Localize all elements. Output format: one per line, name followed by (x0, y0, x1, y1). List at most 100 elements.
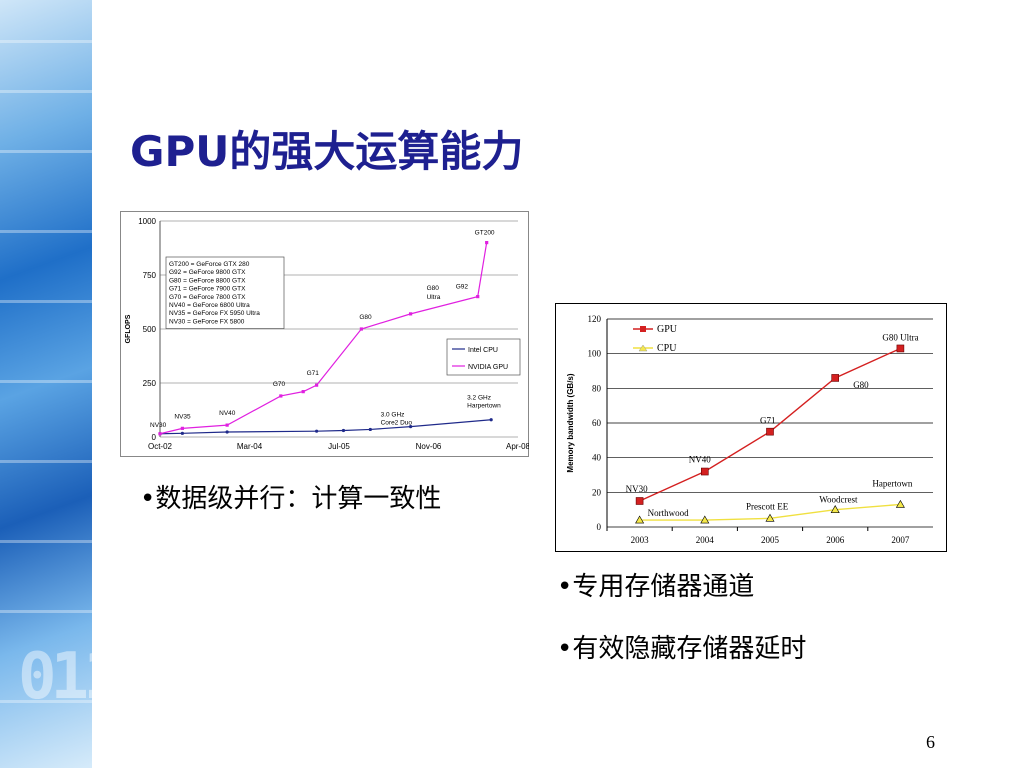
cpu-point-label: Northwood (648, 508, 689, 518)
gpu-key-legend-entry: NV30 = GeForce FX 5800 (169, 318, 245, 325)
y-tick-label: 20 (592, 487, 602, 497)
x-tick-label: 2007 (891, 535, 910, 545)
gpu-point (476, 295, 480, 299)
page-number: 6 (926, 732, 935, 752)
point-annotation: 3.2 GHz (467, 395, 491, 402)
bullet-latency-hiding: •有效隐藏存储器延时 (557, 634, 807, 664)
gpu-key-legend-entry: NV35 = GeForce FX 5950 Ultra (169, 310, 260, 317)
bullet-memory-channel: •专用存储器通道 (557, 572, 755, 602)
gpu-point (180, 426, 184, 430)
bandwidth-chart: 0 20 40 60 80 100 120 2003 2004 2005 2006 2007 Memor… (555, 303, 947, 552)
gpu-key-legend-box (165, 256, 285, 329)
point-annotation: GT200 (475, 230, 495, 237)
gpu-key-legend-entry: G71 = GeForce 7900 GTX (169, 286, 246, 293)
cpu-point (341, 428, 346, 433)
gpu-point (766, 427, 774, 436)
y-tick-label: 0 (597, 522, 602, 532)
y-tick-label: 1000 (138, 217, 156, 226)
x-tick-label: 2005 (761, 535, 780, 545)
legend-marker (640, 326, 646, 332)
y-tick-label: 100 (588, 349, 602, 359)
gpu-point (301, 390, 305, 394)
chart-frame (120, 211, 529, 457)
cpu-point (225, 430, 229, 434)
gpu-point (701, 467, 709, 476)
x-tick-label: Jul-05 (328, 442, 350, 451)
point-annotation: 3.0 GHz (381, 412, 405, 419)
point-annotation: Ultra (427, 294, 441, 301)
y-tick-label: 40 (592, 453, 602, 463)
series-line-0 (159, 419, 492, 435)
gpu-point (315, 383, 319, 387)
gpu-key-legend-entry: G80 = GeForce 8800 GTX (169, 277, 246, 284)
legend-marker (638, 344, 648, 352)
gpu-point (279, 394, 283, 398)
cpu-point (895, 499, 905, 508)
cpu-point (830, 505, 840, 513)
gpu-point (158, 432, 162, 436)
cpu-point (700, 515, 710, 524)
legend-label: CPU (657, 343, 677, 354)
legend-label: NVIDIA GPU (468, 364, 508, 371)
point-annotation: Harpertown (467, 403, 501, 410)
y-tick-label: 500 (143, 325, 157, 334)
series-legend-box (446, 338, 521, 376)
bullet-data-parallel: •数据级并行：计算一致性 (140, 484, 442, 514)
bandwidth-chart-svg: 0 20 40 60 80 100 120 2003 2004 2005 2006 2007 Memor… (555, 303, 947, 552)
gflops-chart: 0 250 500 750 1000 Oct-02 Mar-04 Jul-05 Nov-06 Ap… (120, 211, 531, 457)
chart-frame (555, 303, 947, 552)
gflops-chart-svg: 0 250 500 750 1000 Oct-02 Mar-04 Jul-05 Nov-06 Ap… (120, 211, 531, 457)
y-tick-label: 750 (143, 271, 157, 280)
gpu-point-label: NV30 (626, 484, 648, 494)
gpu-point-label: G71 (760, 416, 776, 426)
gpu-point (359, 327, 363, 331)
gpu-point (225, 423, 229, 427)
x-tick-label: 2004 (696, 535, 715, 545)
y-tick-label: 250 (143, 379, 157, 388)
point-annotation: Core2 Duo (381, 420, 413, 427)
y-tick-label: 120 (588, 314, 602, 324)
cpu-point-label: Woodcrest (819, 495, 858, 505)
gpu-point (831, 374, 840, 382)
point-annotation: G70 (273, 381, 286, 388)
x-tick-label: 2006 (826, 535, 845, 545)
gpu-point (896, 344, 905, 353)
binary-digits-decoration: 011 (18, 640, 92, 714)
cpu-point (409, 425, 413, 429)
gpu-key-legend-entry: NV40 = GeForce 6800 Ultra (169, 302, 250, 309)
y-tick-label: 80 (592, 383, 602, 393)
point-annotation: NV30 (150, 422, 167, 429)
point-annotation: G71 (307, 370, 320, 377)
point-annotation: NV40 (219, 410, 236, 417)
cpu-point (765, 513, 775, 522)
cpu-point (635, 515, 645, 524)
gpu-point (409, 312, 413, 316)
cpu-point-label: Hapertown (872, 478, 912, 488)
gpu-point-label: G80 (853, 380, 869, 390)
cpu-point (489, 418, 493, 422)
decorative-side-band: 011 (0, 0, 92, 768)
slide-title: GPU的强大运算能力 (130, 127, 524, 176)
cpu-point (315, 429, 319, 433)
cpu-point-label: Prescott EE (746, 501, 789, 511)
legend-label: GPU (657, 324, 678, 335)
gpu-point-label: NV40 (689, 455, 711, 465)
y-axis-label: Memory bandwidth (GB/s) (566, 373, 575, 472)
point-annotation: NV35 (174, 413, 191, 420)
point-annotation: G92 (456, 284, 469, 291)
x-tick-label: Apr-08 (506, 442, 529, 451)
cpu-point (368, 427, 372, 432)
y-axis-label: GFLOPS (125, 314, 132, 343)
legend-label: Intel CPU (468, 347, 498, 354)
cpu-point (180, 431, 184, 435)
point-annotation: G80 (427, 285, 440, 292)
gpu-point-label: G80 Ultra (882, 332, 918, 342)
y-tick-label: 0 (152, 433, 157, 442)
x-tick-label: Mar-04 (237, 442, 263, 451)
gpu-point (635, 497, 644, 505)
gpu-point (485, 241, 489, 245)
gpu-key-legend-entry: G92 = GeForce 9800 GTX (169, 269, 246, 276)
gpu-key-legend-entry: GT200 = GeForce GTX 280 (169, 261, 250, 268)
x-tick-label: Oct-02 (148, 442, 173, 451)
x-tick-label: 2003 (631, 535, 650, 545)
